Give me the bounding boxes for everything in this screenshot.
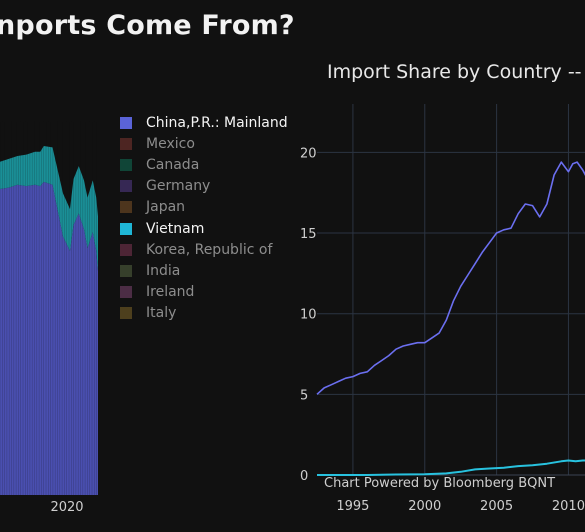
legend-item-italy[interactable]: Italy [120, 303, 288, 324]
y-tick-label: 0 [300, 469, 308, 484]
legend-swatch [120, 158, 132, 171]
legend-item-china-p-r-mainland[interactable]: China,P.R.: Mainland [120, 112, 288, 133]
legend-item-canada[interactable]: Canada [120, 154, 288, 175]
legend-label: Vietnam [146, 220, 205, 237]
stacked-area-chart: 2020 [0, 121, 98, 515]
right-chart-title: Import Share by Country -- L [327, 61, 585, 83]
series-line-vietnam [317, 459, 585, 476]
legend-item-korea-republic-of[interactable]: Korea, Republic of [120, 239, 288, 260]
legend-label: Mexico [146, 135, 195, 152]
legend-swatch [120, 286, 132, 299]
page-title: nports Come From? [0, 10, 295, 41]
legend-swatch [120, 137, 132, 150]
legend-swatch [120, 264, 132, 277]
x-tick-label: 1995 [336, 499, 369, 514]
y-tick-label: 10 [300, 308, 317, 323]
x-tick-label: 2010 [552, 499, 585, 514]
y-tick-label: 20 [300, 146, 317, 161]
legend-swatch [120, 180, 132, 193]
legend-swatch [120, 243, 132, 256]
legend-label: Italy [146, 305, 177, 322]
legend-item-mexico[interactable]: Mexico [120, 133, 288, 154]
legend-label: China,P.R.: Mainland [146, 114, 288, 131]
x-tick-label: 2020 [50, 500, 83, 515]
chart-legend: China,P.R.: Mainland Mexico Canada Germany J… [120, 112, 288, 324]
legend-swatch [120, 201, 132, 214]
y-tick-label: 5 [300, 388, 308, 403]
legend-swatch [120, 116, 132, 129]
chart-credit: Chart Powered by Bloomberg BQNT [324, 476, 556, 491]
legend-item-ireland[interactable]: Ireland [120, 282, 288, 303]
y-tick-label: 15 [300, 227, 317, 242]
legend-label: Ireland [146, 284, 195, 301]
area-china-mainland [0, 181, 98, 495]
legend-label: Canada [146, 156, 200, 173]
legend-label: India [146, 262, 181, 279]
legend-item-germany[interactable]: Germany [120, 176, 288, 197]
legend-item-japan[interactable]: Japan [120, 197, 288, 218]
x-tick-label: 2005 [480, 499, 513, 514]
legend-label: Japan [146, 199, 186, 216]
legend-item-india[interactable]: India [120, 260, 288, 281]
series-line-china-p-r-mainland [316, 161, 585, 395]
legend-label: Germany [146, 178, 211, 195]
legend-item-vietnam[interactable]: Vietnam [120, 218, 288, 239]
area-vietnam [0, 145, 98, 271]
legend-swatch [120, 222, 132, 235]
legend-label: Korea, Republic of [146, 241, 273, 258]
legend-swatch [120, 307, 132, 320]
x-tick-label: 2000 [408, 499, 441, 514]
